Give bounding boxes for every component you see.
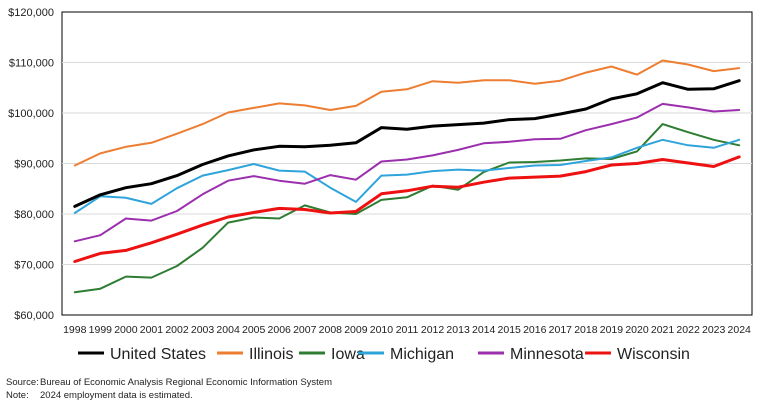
x-tick-label: 2013 bbox=[446, 324, 470, 336]
x-tick-label: 2006 bbox=[268, 324, 292, 336]
note-text: 2024 employment data is estimated. bbox=[40, 389, 193, 401]
x-tick-label: 2016 bbox=[523, 324, 547, 336]
data-note: Note: 2024 employment data is estimated. bbox=[6, 390, 332, 403]
x-tick-label: 2021 bbox=[651, 324, 675, 336]
source-text: Bureau of Economic Analysis Regional Eco… bbox=[40, 377, 332, 388]
series-line-minnesota bbox=[73, 102, 741, 243]
x-tick-label: 1999 bbox=[89, 324, 113, 336]
x-tick-label: 2004 bbox=[216, 324, 240, 336]
x-tick-label: 2002 bbox=[165, 324, 189, 336]
x-tick-label: 2003 bbox=[191, 324, 215, 336]
x-tick-label: 2012 bbox=[421, 324, 445, 336]
x-tick-label: 2000 bbox=[114, 324, 138, 336]
chart-notes: Source:Bureau of Economic Analysis Regio… bbox=[6, 377, 332, 402]
x-tick-label: 2007 bbox=[293, 324, 317, 336]
x-tick-label: 2001 bbox=[140, 324, 164, 336]
x-tick-label: 2024 bbox=[728, 324, 752, 336]
series-line-iowa bbox=[73, 123, 741, 294]
x-tick-label: 2008 bbox=[319, 324, 343, 336]
legend-label-wisconsin: Wisconsin bbox=[617, 346, 690, 363]
y-tick-label: $120,000 bbox=[8, 7, 54, 19]
x-tick-label: 2011 bbox=[396, 324, 419, 336]
series-line-illinois bbox=[73, 59, 741, 167]
y-tick-label: $70,000 bbox=[14, 260, 54, 272]
series-line-united-states bbox=[73, 79, 741, 208]
source-note: Source:Bureau of Economic Analysis Regio… bbox=[6, 377, 332, 390]
x-tick-label: 2005 bbox=[242, 324, 266, 336]
x-tick-label: 2017 bbox=[549, 324, 573, 336]
y-tick-label: $90,000 bbox=[14, 159, 54, 171]
x-tick-label: 2014 bbox=[472, 324, 496, 336]
legend-label-minnesota: Minnesota bbox=[510, 346, 584, 363]
x-tick-label: 2010 bbox=[370, 324, 394, 336]
x-tick-label: 2020 bbox=[625, 324, 649, 336]
y-tick-label: $80,000 bbox=[14, 209, 54, 221]
x-tick-label: 2022 bbox=[676, 324, 700, 336]
x-tick-label: 2015 bbox=[498, 324, 522, 336]
legend-label-michigan: Michigan bbox=[390, 346, 454, 363]
y-tick-label: $60,000 bbox=[14, 310, 54, 322]
line-chart: $60,000 $70,000 $80,000 $90,000 $100,000 $110… bbox=[8, 7, 753, 363]
legend-label-united-states: United States bbox=[110, 346, 206, 363]
legend-label-illinois: Illinois bbox=[249, 346, 293, 363]
x-tick-label: 1998 bbox=[63, 324, 87, 336]
x-tick-label: 2018 bbox=[574, 324, 598, 336]
x-tick-label: 2019 bbox=[600, 324, 624, 336]
note-label: Note: bbox=[6, 389, 29, 401]
x-tick-label: 2009 bbox=[344, 324, 368, 336]
source-label: Source: bbox=[6, 377, 39, 388]
series-line-wisconsin bbox=[73, 155, 741, 263]
y-tick-label: $100,000 bbox=[8, 108, 54, 120]
y-tick-label: $110,000 bbox=[9, 58, 54, 70]
legend-label-iowa: Iowa bbox=[331, 346, 365, 363]
series-line-michigan bbox=[73, 138, 741, 214]
x-tick-label: 2023 bbox=[702, 324, 726, 336]
